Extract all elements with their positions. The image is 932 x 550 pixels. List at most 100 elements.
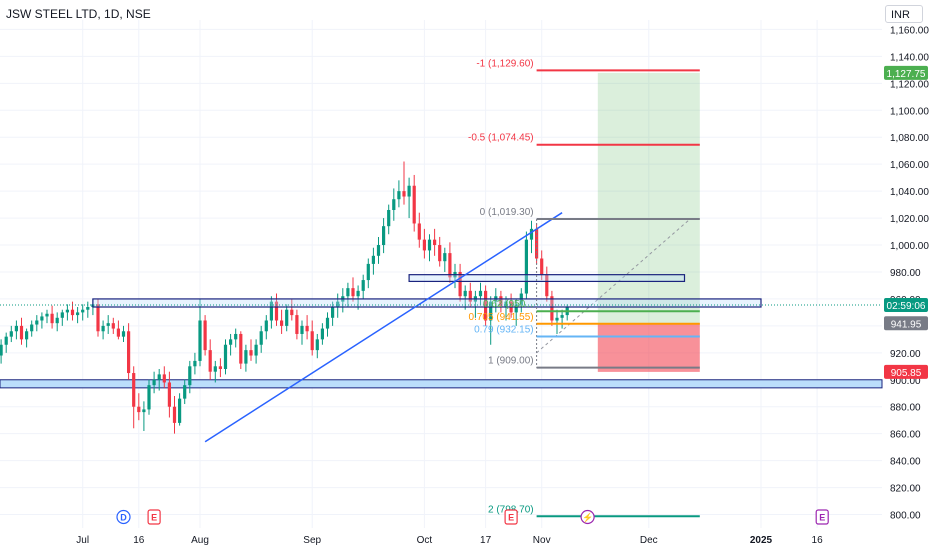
y-tick-label: 980.00 bbox=[890, 268, 921, 279]
y-tick-label: 1,000.00 bbox=[890, 241, 929, 252]
y-tick-label: 1,060.00 bbox=[890, 160, 929, 171]
candle-body bbox=[433, 239, 437, 246]
y-tick-label: 880.00 bbox=[890, 403, 921, 414]
candle-body bbox=[382, 226, 386, 246]
candle-body bbox=[167, 382, 171, 407]
resistance-box bbox=[408, 274, 686, 283]
candle-body bbox=[30, 324, 34, 332]
candle-body bbox=[290, 309, 294, 316]
x-tick-label: Jul bbox=[76, 535, 89, 546]
candle-body bbox=[116, 328, 120, 337]
x-tick-label: Oct bbox=[417, 535, 433, 546]
candle-body bbox=[560, 315, 564, 318]
candle-body bbox=[121, 331, 126, 337]
candle-body bbox=[0, 344, 3, 356]
x-tick-label: Dec bbox=[640, 535, 658, 546]
currency-button[interactable]: INR bbox=[885, 5, 923, 23]
x-tick-label: Nov bbox=[533, 535, 551, 546]
candle-body bbox=[545, 274, 549, 297]
candle-body bbox=[336, 301, 340, 308]
fib-level-label: 0.62 (950... bbox=[483, 299, 534, 310]
candle-body bbox=[40, 316, 44, 321]
candle-body bbox=[9, 331, 13, 337]
candle-body bbox=[285, 309, 289, 326]
candle-body bbox=[70, 309, 75, 316]
candle-body bbox=[463, 290, 467, 297]
y-tick-label: 1,040.00 bbox=[890, 187, 929, 198]
candle-body bbox=[127, 331, 131, 374]
candle-body bbox=[387, 209, 391, 227]
fib-level-label: 0 (1,019.30) bbox=[480, 207, 534, 218]
candle-body bbox=[300, 325, 304, 334]
support-zone bbox=[0, 379, 883, 389]
price-axis[interactable]: 800.00 820.00 840.00 860.00 880.00 900.00 920.… bbox=[890, 25, 929, 521]
time-axis[interactable]: Jul 16 Aug Sep Oct 17 Nov Dec 2025 16 bbox=[76, 535, 823, 546]
candle-body bbox=[325, 317, 330, 329]
event-marker bbox=[116, 509, 131, 525]
event-markers[interactable]: D E E ⚡ E bbox=[116, 509, 829, 525]
candle-body bbox=[478, 290, 483, 297]
fibonacci-levels[interactable]: -1 (1,129.60) -0.5 (1,074.45) 0 (1,019.30)… bbox=[468, 58, 700, 518]
candle-body bbox=[14, 325, 18, 332]
long-position-tool[interactable] bbox=[536, 72, 700, 372]
candle-body bbox=[50, 313, 54, 324]
candle-body bbox=[81, 309, 85, 313]
candle-body bbox=[417, 223, 421, 240]
candle-body bbox=[366, 263, 370, 281]
candle-body bbox=[178, 398, 182, 423]
candle-body bbox=[4, 336, 8, 345]
candle-body bbox=[162, 374, 166, 383]
x-tick-label: 17 bbox=[480, 535, 492, 546]
price-tag-label: 905.85 bbox=[891, 368, 922, 379]
drawings[interactable] bbox=[0, 212, 882, 443]
candle-body bbox=[208, 350, 212, 372]
candle-body bbox=[106, 323, 110, 326]
event-marker bbox=[504, 509, 518, 525]
candle-body bbox=[331, 307, 335, 318]
candle-body bbox=[249, 350, 253, 356]
candle-body bbox=[132, 373, 136, 407]
event-marker bbox=[147, 509, 161, 525]
candle-body bbox=[376, 245, 381, 256]
candle-body bbox=[244, 350, 248, 364]
candle-body bbox=[315, 339, 319, 351]
y-tick-label: 1,020.00 bbox=[890, 214, 929, 225]
x-tick-label: 16 bbox=[812, 535, 824, 546]
candle-body bbox=[60, 312, 64, 318]
chart-title: JSW STEEL LTD, 1D, NSE bbox=[6, 7, 151, 21]
candle-body bbox=[295, 315, 299, 334]
y-tick-label: 1,140.00 bbox=[890, 52, 929, 63]
candles bbox=[0, 161, 569, 434]
event-marker bbox=[580, 509, 595, 525]
candle-body bbox=[555, 317, 559, 321]
candle-body bbox=[397, 191, 401, 200]
y-tick-label: 1,100.00 bbox=[890, 106, 929, 117]
price-tag-label: 1,127.75 bbox=[887, 69, 926, 80]
candle-body bbox=[499, 296, 503, 308]
candle-body bbox=[229, 339, 233, 345]
candle-body bbox=[356, 290, 360, 297]
candle-body bbox=[259, 331, 263, 345]
candle-body bbox=[137, 406, 141, 413]
candle-body bbox=[193, 360, 197, 367]
candle-body bbox=[504, 301, 508, 308]
candle-body bbox=[514, 304, 518, 313]
candle-body bbox=[96, 304, 100, 332]
y-tick-label: 800.00 bbox=[890, 511, 921, 522]
y-tick-label: 860.00 bbox=[890, 430, 921, 441]
candle-body bbox=[438, 245, 442, 262]
trendline bbox=[204, 212, 563, 443]
candle-body bbox=[392, 199, 396, 210]
event-marker-label: ⚡ bbox=[582, 512, 593, 524]
x-tick-label: Aug bbox=[191, 535, 209, 546]
price-tag-label: 941.95 bbox=[891, 319, 922, 330]
candle-body bbox=[280, 320, 284, 326]
candle-body bbox=[45, 313, 49, 317]
candle-body bbox=[264, 320, 268, 332]
price-tag-label: 02:59:06 bbox=[887, 301, 926, 312]
candle-body bbox=[55, 317, 59, 324]
candle-body bbox=[65, 309, 69, 313]
position-diagonal bbox=[536, 219, 690, 354]
candle-body bbox=[524, 239, 528, 294]
